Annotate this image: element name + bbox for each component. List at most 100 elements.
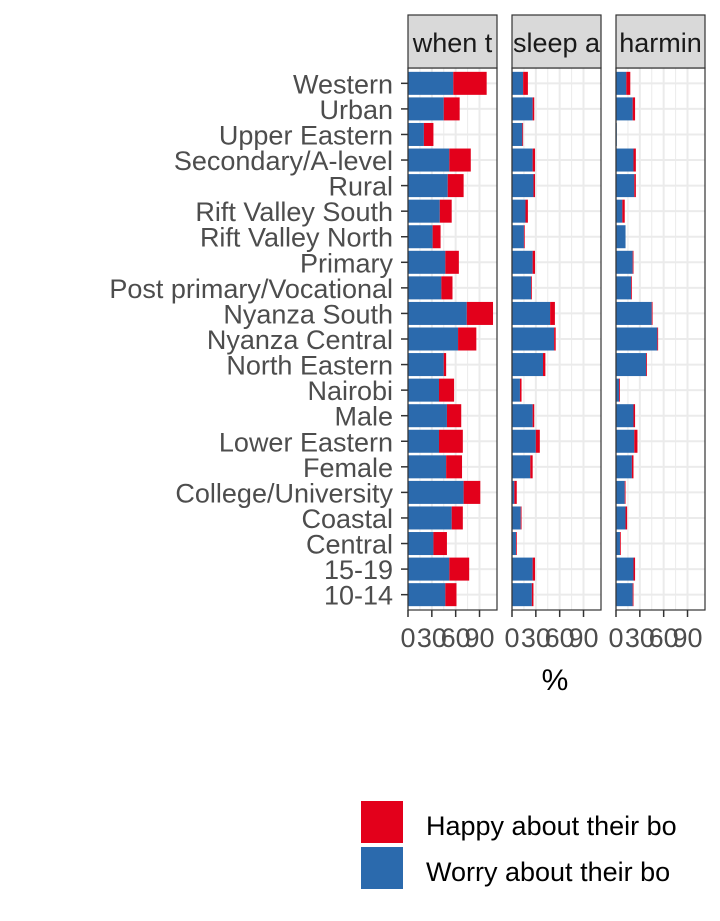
- strip-label: harmin: [619, 28, 702, 58]
- bar-happy: [625, 506, 628, 530]
- bar-worry: [408, 327, 459, 351]
- bar-happy: [626, 71, 631, 95]
- category-label: Primary: [300, 248, 393, 278]
- bar-happy: [634, 429, 638, 453]
- category-label: Central: [306, 530, 393, 560]
- bar-happy: [631, 276, 632, 300]
- bar-worry: [616, 148, 634, 172]
- bar-worry: [408, 199, 440, 223]
- bar-worry: [512, 250, 533, 274]
- legend: Happy about their bo Worry about their b…: [361, 801, 677, 889]
- bar-happy: [633, 148, 636, 172]
- category-label: Upper Eastern: [219, 120, 393, 150]
- bar-happy: [646, 353, 647, 377]
- bar-happy: [446, 455, 463, 479]
- bar-worry: [512, 378, 520, 402]
- bar-worry: [512, 122, 523, 146]
- x-tick-label: 30: [417, 623, 447, 653]
- bar-happy: [542, 353, 546, 377]
- bar-happy: [523, 71, 528, 95]
- bar-worry: [512, 480, 515, 504]
- bar-happy: [433, 532, 447, 556]
- bar-worry: [512, 276, 532, 300]
- x-tick-label: 60: [441, 623, 471, 653]
- bar-happy: [438, 429, 463, 453]
- legend-label-worry: Worry about their bo: [426, 857, 670, 887]
- bar-happy: [515, 532, 517, 556]
- panel-bars: [408, 71, 494, 607]
- bar-worry: [408, 557, 450, 581]
- bar-worry: [408, 97, 444, 121]
- bar-worry: [408, 583, 446, 607]
- bar-worry: [616, 276, 632, 300]
- bar-worry: [408, 353, 444, 377]
- bar-happy: [632, 583, 634, 607]
- bar-happy: [441, 276, 453, 300]
- bar-worry: [408, 225, 433, 249]
- category-label: 15-19: [324, 555, 393, 585]
- bar-happy: [523, 225, 525, 249]
- bar-happy: [633, 557, 636, 581]
- bar-worry: [512, 353, 543, 377]
- bar-worry: [616, 250, 633, 274]
- bar-worry: [616, 97, 633, 121]
- bar-worry: [616, 378, 620, 402]
- bar-worry: [408, 506, 452, 530]
- bar-happy: [531, 583, 534, 607]
- bar-worry: [512, 583, 532, 607]
- strip-background: [511, 14, 602, 69]
- bar-happy: [443, 97, 460, 121]
- bar-worry: [512, 71, 524, 95]
- bar-worry: [408, 429, 439, 453]
- bar-worry: [512, 148, 533, 172]
- category-label: North Eastern: [226, 351, 393, 381]
- bar-worry: [616, 353, 647, 377]
- bar-worry: [512, 455, 531, 479]
- bar-worry: [616, 429, 635, 453]
- bar-happy: [532, 404, 535, 428]
- bar-worry: [616, 557, 634, 581]
- x-tick-label: 0: [400, 623, 415, 653]
- bar-worry: [408, 532, 434, 556]
- bar-happy: [423, 122, 434, 146]
- bar-worry: [616, 583, 633, 607]
- bar-worry: [408, 301, 467, 325]
- bar-worry: [616, 71, 627, 95]
- bar-happy: [533, 174, 536, 198]
- bar-happy: [453, 71, 487, 95]
- bar-happy: [525, 199, 528, 223]
- bar-happy: [651, 301, 653, 325]
- x-tick-label: 60: [649, 623, 679, 653]
- bar-happy: [632, 250, 634, 274]
- bar-happy: [451, 506, 463, 530]
- category-label: Secondary/A-level: [174, 146, 393, 176]
- bar-happy: [532, 557, 536, 581]
- bar-happy: [439, 199, 452, 223]
- bar-happy: [519, 378, 522, 402]
- x-tick-label: 90: [464, 623, 494, 653]
- category-label: Nairobi: [307, 376, 393, 406]
- x-tick-label: 30: [521, 623, 551, 653]
- x-tick-label: 90: [672, 623, 702, 653]
- bar-happy: [522, 122, 524, 146]
- bar-worry: [616, 404, 634, 428]
- bar-worry: [512, 97, 533, 121]
- bar-worry: [616, 174, 635, 198]
- bar-happy: [622, 199, 625, 223]
- bar-happy: [624, 480, 626, 504]
- bar-worry: [616, 455, 632, 479]
- category-label: Rift Valley South: [195, 197, 393, 227]
- bar-happy: [443, 353, 447, 377]
- category-label: Urban: [319, 95, 393, 125]
- bar-worry: [512, 532, 516, 556]
- bar-happy: [531, 276, 532, 300]
- category-label: Lower Eastern: [219, 427, 393, 457]
- strip-label: when t: [412, 28, 493, 58]
- bar-worry: [616, 225, 626, 249]
- bar-happy: [446, 404, 462, 428]
